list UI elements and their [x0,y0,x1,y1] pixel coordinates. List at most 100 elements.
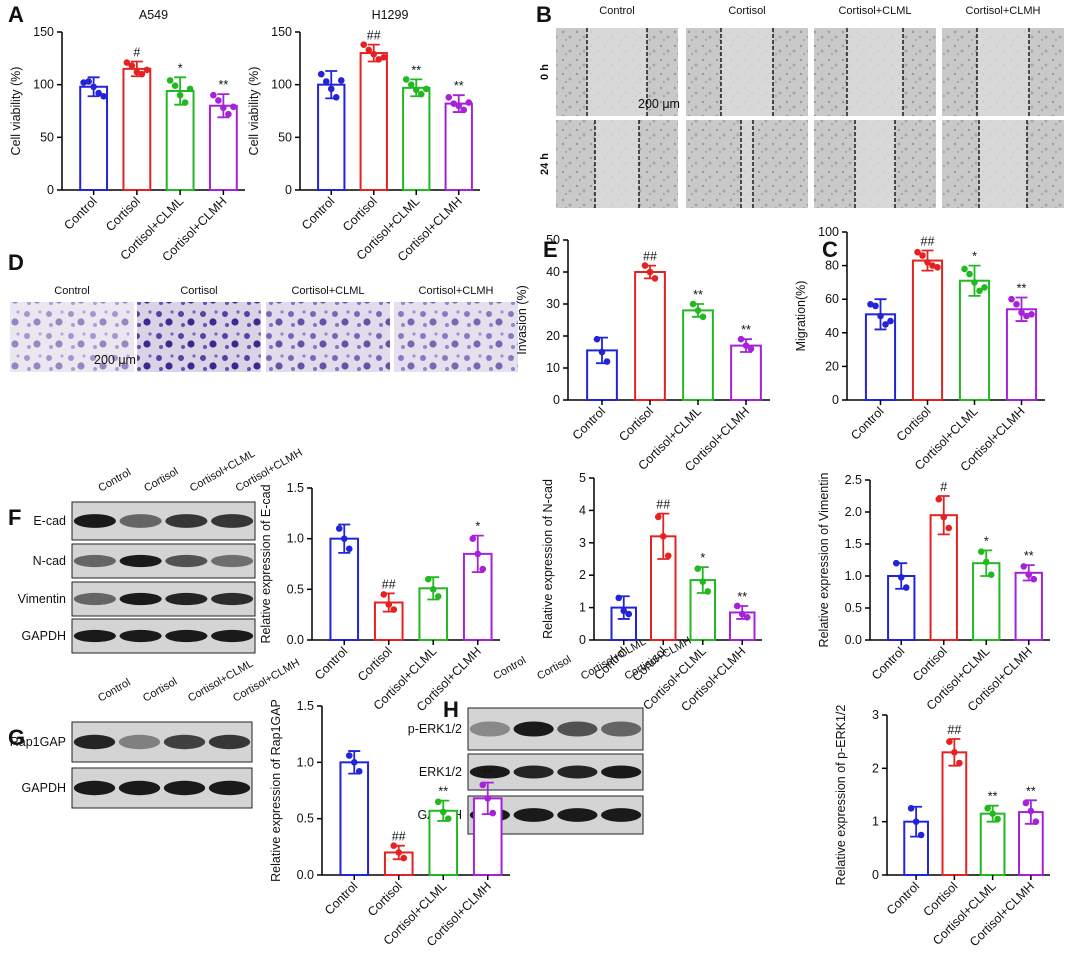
blot-band [165,592,208,606]
y-tick-label: 20 [825,359,839,373]
bar [1005,308,1038,401]
data-point [1013,300,1020,308]
significance: ## [921,234,935,248]
data-point [892,559,900,567]
data-point [1032,818,1040,825]
data-point [380,53,388,61]
transwell-image [394,302,518,372]
chart-title: H1299 [372,8,409,22]
data-point [733,602,741,610]
bar [634,271,666,401]
significance: ** [693,288,703,302]
data-point [951,749,958,756]
data-point [434,798,442,806]
data-point [469,535,477,542]
row-label: GAPDH [22,629,66,643]
data-point [1025,571,1033,579]
data-point [128,62,136,70]
x-tick-label: Cortisol [910,644,950,684]
y-axis-label: Relative expression of Rap1GAP [269,699,283,882]
y-tick-label: 1.5 [287,481,304,495]
bar [682,309,714,401]
blot-band [469,721,510,737]
bar [339,761,370,876]
blot-band [119,592,162,606]
data-point [380,591,388,598]
y-tick-label: 1.0 [845,569,862,583]
y-tick-label: 0 [832,393,839,407]
data-point [395,849,403,856]
wound-gap [721,28,773,116]
data-point [434,593,442,600]
y-tick-label: 4 [579,503,586,517]
y-tick-label: 50 [40,130,54,144]
error-bar [1015,296,1028,322]
y-tick-label: 40 [825,326,839,340]
bar [887,575,916,641]
bar [317,83,346,191]
y-tick-label: 0 [872,868,879,882]
blot-band [163,780,206,796]
data-point [424,575,432,583]
data-point [422,85,430,93]
data-point [489,809,497,817]
data-point [90,83,97,91]
data-point [390,842,398,850]
column-label: Cortisol [180,285,217,297]
x-tick-label: Cortisol [355,644,395,684]
y-tick-label: 0.0 [845,633,862,647]
bar [359,52,388,191]
data-point [694,307,702,314]
significance: # [133,45,140,59]
y-tick-label: 0.0 [297,868,314,882]
chart-title: A549 [139,8,168,22]
blot-band [557,765,598,779]
data-point [987,571,995,579]
data-point [887,317,894,325]
x-tick-label: Cortisol [340,194,380,234]
blot-band [513,765,554,779]
y-axis-label: Invasion (%) [515,285,529,354]
bar [165,89,195,191]
panel-letter: F [8,505,21,530]
data-point [984,805,991,812]
data-point [230,103,237,111]
data-point [417,90,425,98]
x-tick-label: Control [312,644,350,682]
data-point [912,818,920,825]
data-point [593,335,601,343]
data-point [80,79,87,86]
data-point [465,99,473,106]
y-tick-label: 0 [579,633,586,647]
blot-band [513,721,554,737]
blot-band [73,780,116,796]
data-point [166,77,174,84]
data-point [654,513,662,521]
wound-gap [855,120,895,208]
data-point [335,525,343,532]
bar [958,279,991,401]
transwell-image [137,302,261,372]
data-point [445,94,453,101]
y-axis-label: Migration(%) [794,281,808,352]
y-tick-label: 3 [579,536,586,550]
data-point [181,99,189,106]
y-tick-label: 150 [33,25,54,39]
lane-label: Cortisol [535,654,573,683]
panel-letter: B [536,2,552,27]
blot-band [119,629,162,643]
y-axis-label: Relative expression of p-ERK1/2 [834,705,848,886]
significance: ## [367,29,381,43]
data-point [907,805,915,812]
blot-band [469,765,510,779]
data-point [641,262,649,269]
blot-band [211,592,254,606]
data-point [598,348,606,356]
blot-band [601,765,642,779]
data-point [699,313,707,321]
data-point [1008,295,1015,303]
bar [730,344,762,402]
data-point [337,77,345,84]
blot-band [165,629,208,643]
data-point [345,545,353,553]
